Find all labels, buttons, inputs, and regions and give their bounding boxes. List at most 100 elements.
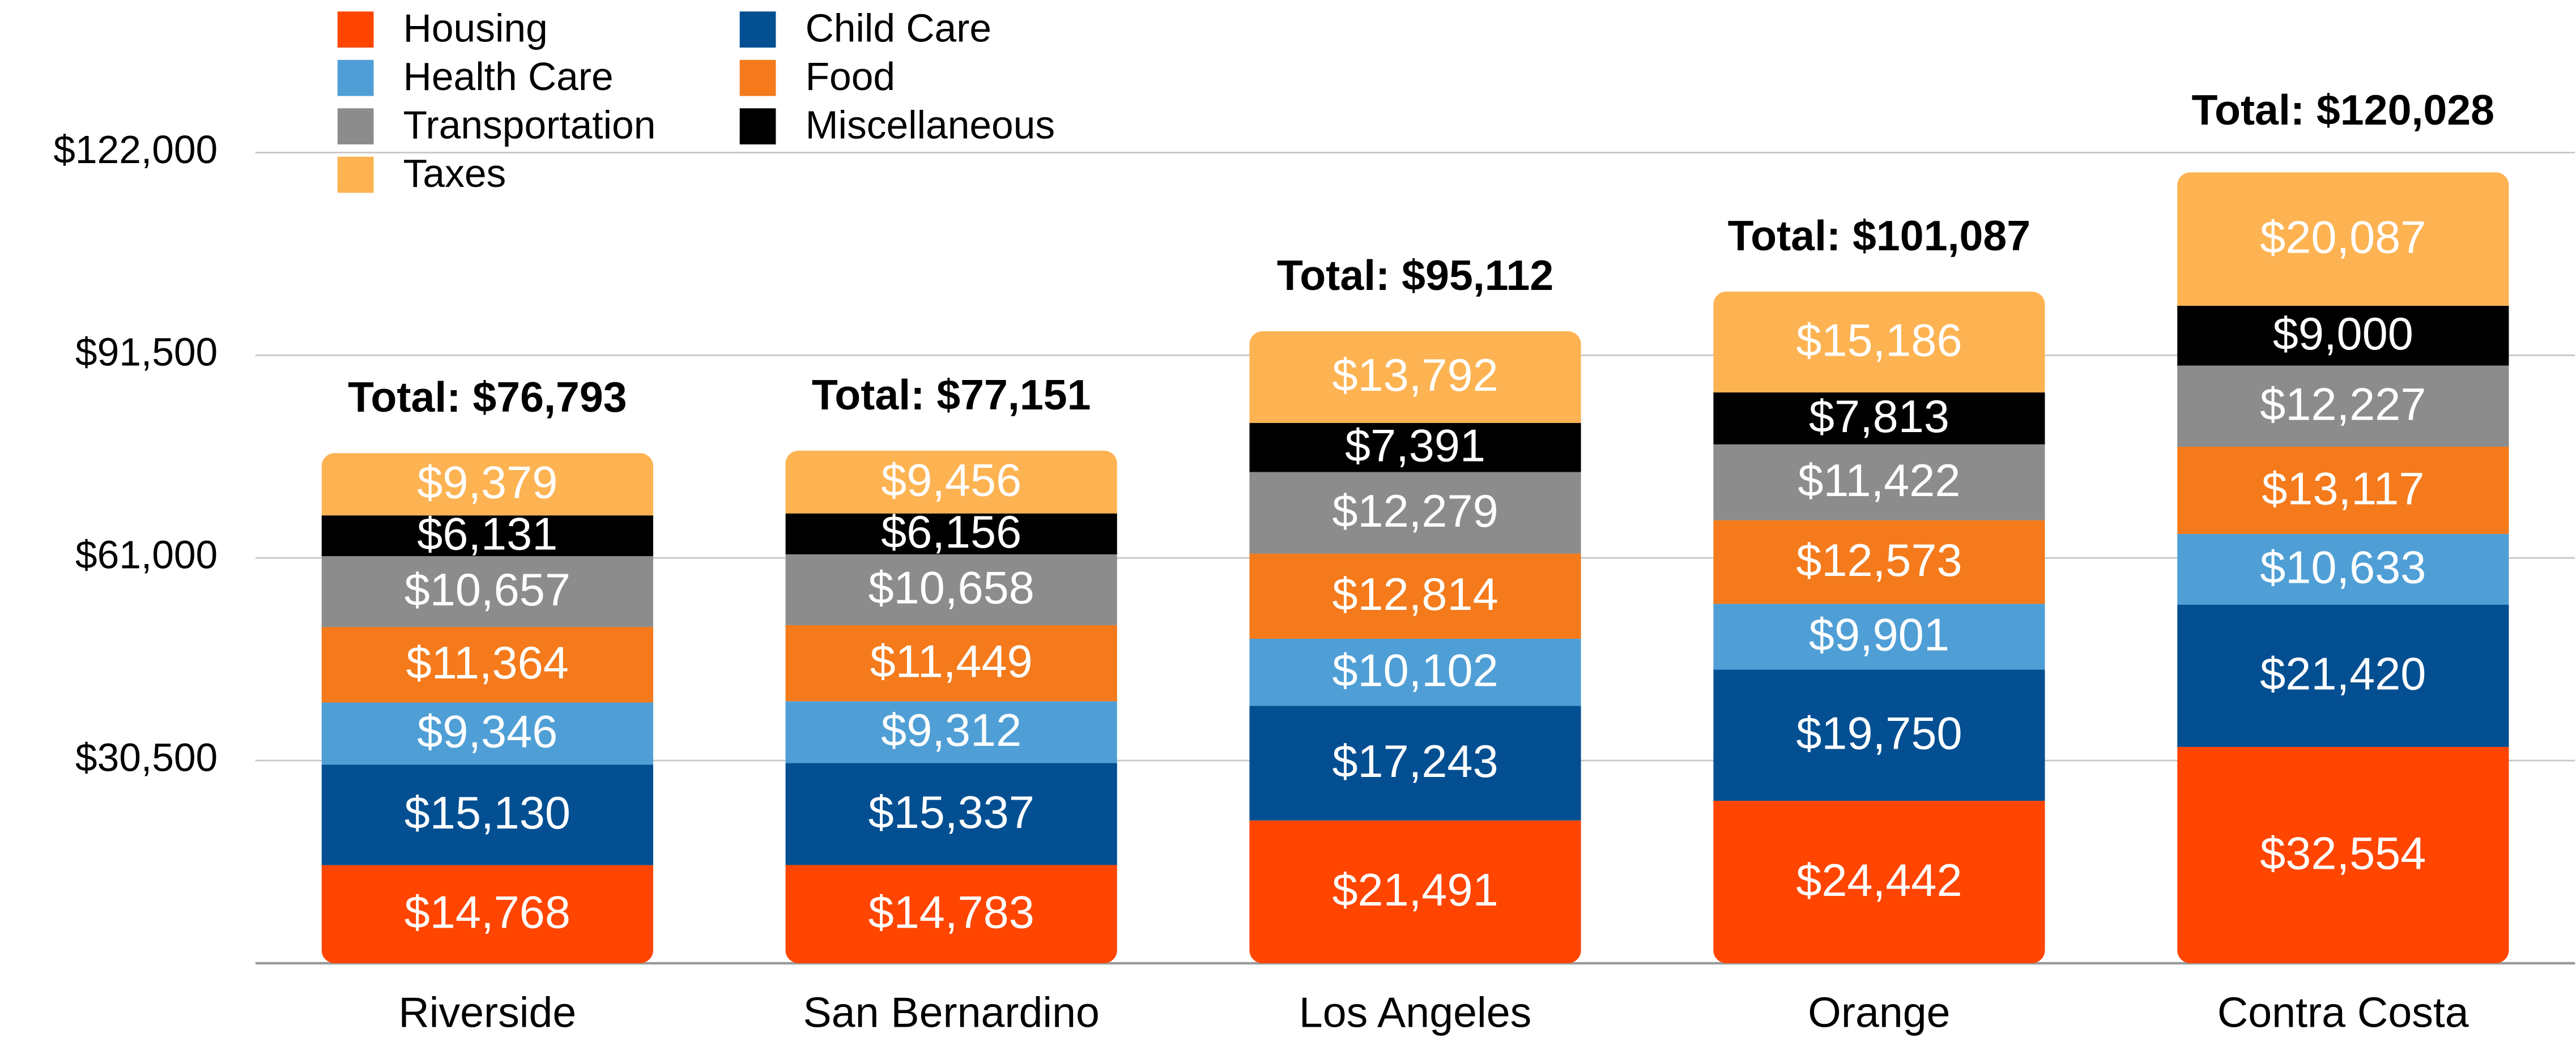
legend-label: Food [806, 54, 895, 99]
legend-label: Housing [403, 6, 548, 50]
legend-label: Child Care [806, 6, 991, 50]
value-label: $7,813 [1809, 391, 1949, 442]
value-label: $10,633 [2260, 543, 2426, 593]
value-label: $7,391 [1345, 420, 1485, 471]
bar-segment [1713, 604, 2045, 670]
bar-segment [785, 701, 1117, 763]
value-label: $12,227 [2260, 379, 2426, 430]
value-label: $9,456 [881, 455, 1021, 506]
bar-segment [2177, 533, 2509, 605]
value-label: $9,901 [1809, 610, 1949, 661]
value-label: $20,087 [2260, 212, 2426, 263]
value-label: $10,657 [405, 565, 570, 616]
legend-swatch [337, 108, 374, 144]
bar-stack [2177, 172, 2509, 963]
legend-swatch [739, 59, 776, 96]
legend-swatch [739, 11, 776, 48]
bar-segment [321, 765, 653, 865]
total-label: Total: $120,028 [2192, 86, 2495, 134]
bar-segment [1249, 638, 1581, 706]
bar-segment [2177, 746, 2509, 963]
value-label: $10,658 [868, 563, 1034, 614]
bar-segment [1249, 472, 1581, 554]
bar-segment [785, 865, 1117, 963]
legend-label: Health Care [403, 54, 614, 99]
y-tick-label: $122,000 [53, 127, 218, 172]
value-label: $32,554 [2260, 828, 2426, 879]
bar-segment [1713, 669, 2045, 801]
value-label: $12,814 [1332, 569, 1498, 620]
bar-segment [2177, 172, 2509, 306]
bar-segment [785, 554, 1117, 625]
bar-stack [1713, 291, 2045, 963]
legend-label: Miscellaneous [806, 103, 1055, 147]
x-tick-label: Contra Costa [2217, 989, 2469, 1036]
bar-segment [1713, 520, 2045, 604]
bar-segment [321, 627, 653, 703]
legend-label: Taxes [403, 151, 506, 195]
bar-segment [785, 450, 1117, 514]
legend-swatch [337, 59, 374, 96]
bar-segment [1249, 331, 1581, 423]
bar-segment [321, 453, 653, 516]
y-tick-label: $91,500 [75, 330, 218, 374]
value-label: $12,279 [1332, 486, 1498, 537]
bar-segment [1249, 706, 1581, 821]
total-label: Total: $95,112 [1277, 251, 1553, 299]
y-tick-label: $61,000 [75, 533, 218, 577]
bar-segment [1713, 801, 2045, 963]
bar-segment [785, 625, 1117, 702]
bar-segment [1249, 820, 1581, 963]
y-tick-label: $30,500 [75, 735, 218, 779]
value-label: $11,364 [406, 638, 569, 689]
bar-segment [1249, 422, 1581, 472]
x-tick-label: Orange [1808, 989, 1950, 1036]
bar-segment [2177, 365, 2509, 447]
bar-segment [1249, 553, 1581, 639]
value-label: $15,186 [1796, 315, 1962, 366]
bar-segment [1713, 392, 2045, 445]
value-label: $9,000 [2273, 309, 2413, 360]
legend-swatch [337, 11, 374, 48]
bar-stack [785, 450, 1117, 963]
legend-swatch [739, 108, 776, 144]
x-tick-label: Riverside [398, 989, 576, 1036]
value-label: $21,491 [1332, 865, 1498, 916]
value-label: $6,156 [881, 507, 1021, 558]
bar-stack [1249, 331, 1581, 963]
bar-segment [785, 763, 1117, 865]
value-label: $13,792 [1332, 350, 1498, 401]
total-label: Total: $77,151 [812, 371, 1091, 418]
x-tick-label: San Bernardino [803, 989, 1099, 1036]
value-label: $17,243 [1332, 736, 1498, 787]
x-tick-label: Los Angeles [1299, 989, 1531, 1036]
total-label: Total: $76,793 [348, 373, 627, 421]
value-label: $10,102 [1332, 646, 1498, 697]
value-label: $11,422 [1798, 455, 1960, 506]
value-label: $15,130 [405, 788, 570, 839]
value-label: $9,379 [417, 457, 557, 508]
value-label: $24,442 [1796, 855, 1962, 906]
bar-segment [2177, 305, 2509, 366]
value-label: $9,312 [881, 705, 1021, 756]
legend-label: Transportation [403, 103, 656, 147]
value-label: $13,117 [2262, 463, 2424, 514]
total-label: Total: $101,087 [1728, 212, 2031, 259]
bar-segment [1713, 444, 2045, 520]
value-label: $11,449 [870, 636, 1033, 687]
value-label: $9,346 [417, 707, 557, 758]
bar-segment [321, 865, 653, 963]
value-label: $14,783 [868, 887, 1034, 938]
value-label: $15,337 [868, 787, 1034, 838]
value-label: $14,768 [405, 887, 570, 938]
value-label: $21,420 [2260, 649, 2426, 700]
bar-segment [321, 702, 653, 765]
bar-segment [1713, 291, 2045, 393]
value-label: $6,131 [417, 509, 557, 560]
bar-segment [2177, 446, 2509, 534]
value-label: $12,573 [1796, 535, 1962, 586]
bar-stack [321, 453, 653, 963]
bar-segment [2177, 604, 2509, 747]
legend-swatch [337, 156, 374, 193]
